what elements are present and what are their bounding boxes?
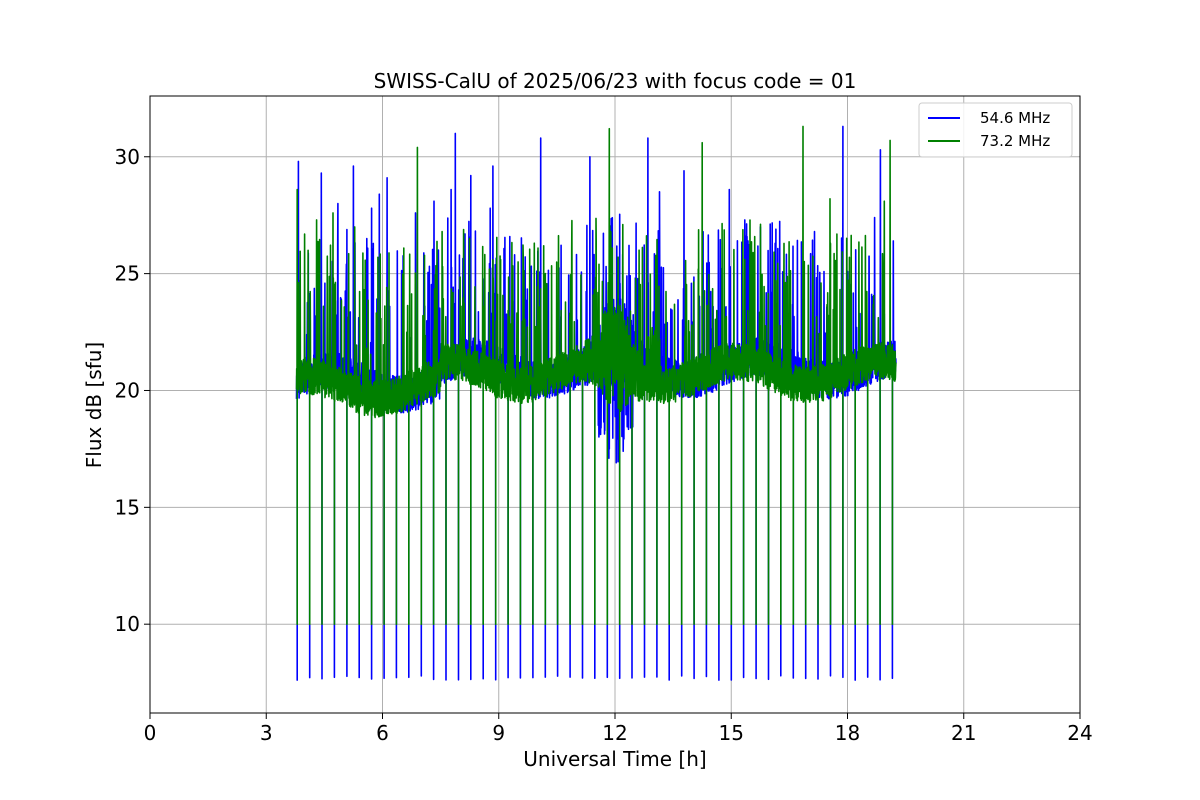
x-tick-label: 21 [951,721,976,745]
y-axis-ticks: 10 15 20 25 30 [115,145,150,636]
y-tick-label: 25 [115,262,140,286]
y-tick-label: 15 [115,495,140,519]
chart-title: SWISS-CalU of 2025/06/23 with focus code… [374,69,857,93]
x-tick-label: 24 [1067,721,1092,745]
x-axis-label: Universal Time [h] [523,747,706,771]
legend: 54.6 MHz 73.2 MHz [918,102,1073,158]
x-axis-ticks: 0 3 6 9 12 15 18 21 24 [144,713,1093,745]
y-tick-label: 20 [115,378,140,402]
plot-area [295,125,897,681]
legend-label-73-2-mhz: 73.2 MHz [980,132,1050,150]
x-tick-label: 3 [260,721,273,745]
y-axis-label: Flux dB [sfu] [82,342,106,468]
y-tick-label: 10 [115,612,140,636]
legend-box [918,102,1073,158]
x-tick-label: 0 [144,721,157,745]
x-tick-label: 18 [835,721,860,745]
x-tick-label: 15 [719,721,744,745]
x-tick-label: 9 [492,721,505,745]
x-tick-label: 6 [376,721,389,745]
y-tick-label: 30 [115,145,140,169]
legend-label-54-6-mhz: 54.6 MHz [980,109,1050,127]
series-line-73-2-mhz [295,125,897,625]
x-tick-label: 12 [602,721,627,745]
